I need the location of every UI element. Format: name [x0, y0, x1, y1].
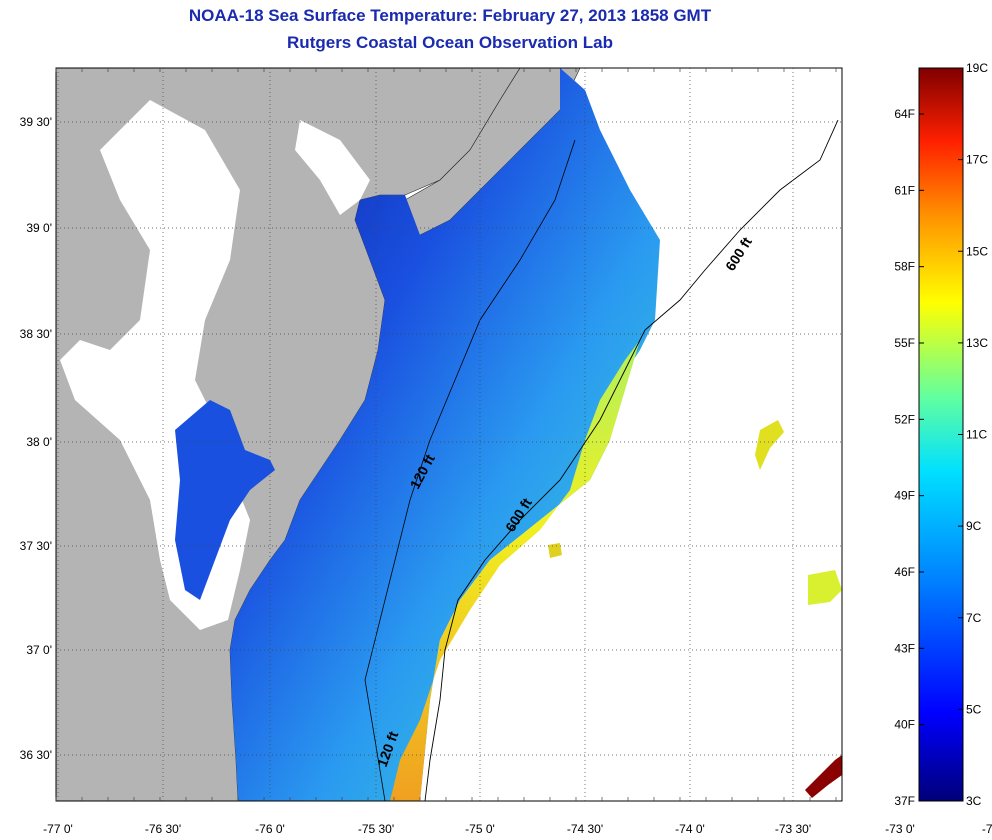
longitude-label: -76 30': [145, 822, 181, 836]
colorbar-fahrenheit-label: 55F: [894, 336, 915, 350]
colorbar-fahrenheit-label: 58F: [894, 260, 915, 274]
map-frame: [55, 67, 843, 802]
colorbar-celsius-label: 19C: [966, 61, 988, 75]
longitude-label: -73 0': [885, 822, 915, 836]
sst-warm-patch-c: [548, 543, 562, 558]
colorbar-celsius-label: 13C: [966, 336, 988, 350]
latitude-label: 39 30': [20, 115, 52, 129]
longitude-label: -74 30': [567, 822, 603, 836]
longitude-label: -73 30': [775, 822, 811, 836]
map-title: NOAA-18 Sea Surface Temperature: Februar…: [188, 6, 712, 25]
isobath-120ft: [364, 139, 576, 801]
colorbar-celsius-label: 17C: [966, 153, 988, 167]
sst-hot-patch: [805, 755, 842, 798]
sst-warm-patch-a: [755, 420, 784, 470]
longitude-label: -76 0': [255, 822, 285, 836]
colorbar-fahrenheit-labels: 64F 61F 58F 55F 52F 49F 46F 43F 40F 37F: [894, 107, 924, 808]
colorbar-celsius-label: 3C: [966, 794, 982, 808]
colorbar-celsius-label: 9C: [966, 519, 982, 533]
longitude-label: -77 0': [43, 822, 73, 836]
map-subtitle: Rutgers Coastal Ocean Observation Lab: [287, 33, 613, 52]
colorbar-fahrenheit-label: 52F: [894, 412, 915, 426]
sst-warm-water: [390, 340, 640, 801]
colorbar: [918, 67, 964, 802]
sst-cold-water: [230, 68, 660, 801]
latitude-label: 39 0': [26, 221, 52, 235]
latitude-label: 37 0': [26, 643, 52, 657]
colorbar-fahrenheit-label: 46F: [894, 565, 915, 579]
longitude-label: -74 0': [675, 822, 705, 836]
longitude-label: -75 0': [465, 822, 495, 836]
latitude-label: 38 30': [20, 327, 52, 341]
longitude-labels: -77 0' -76 30' -76 0' -75 30' -75 0' -74 30' -…: [43, 822, 992, 836]
sst-inner-bay: [175, 400, 275, 600]
colorbar-fahrenheit-label: 40F: [894, 718, 915, 732]
colorbar-fahrenheit-label: 61F: [894, 183, 915, 197]
sst-warm-patch-b: [808, 570, 842, 605]
latitude-label: 38 0': [26, 435, 52, 449]
longitude-label: -75 30': [358, 822, 394, 836]
colorbar-celsius-label: 7C: [966, 611, 982, 625]
colorbar-celsius-label: 15C: [966, 244, 988, 258]
colorbar-celsius-labels: 19C 17C 15C 13C 11C 9C 7C 5C 3C: [958, 61, 988, 808]
colorbar-fahrenheit-label: 43F: [894, 641, 915, 655]
colorbar-celsius-label: 5C: [966, 702, 982, 716]
colorbar-celsius-label: 11C: [966, 428, 987, 442]
longitude-label: -72 30': [982, 822, 992, 836]
delaware-bay: [295, 120, 370, 215]
colorbar-fahrenheit-label: 49F: [894, 489, 915, 503]
isobath-600ft: [424, 119, 839, 801]
latitude-labels: 39 30' 39 0' 38 30' 38 0' 37 30' 37 0' 36 30': [20, 115, 52, 762]
latitude-label: 37 30': [20, 539, 52, 553]
graticule: [55, 68, 842, 801]
latitude-label: 36 30': [20, 748, 52, 762]
colorbar-fahrenheit-label: 64F: [894, 107, 915, 121]
colorbar-fahrenheit-label: 37F: [894, 794, 915, 808]
